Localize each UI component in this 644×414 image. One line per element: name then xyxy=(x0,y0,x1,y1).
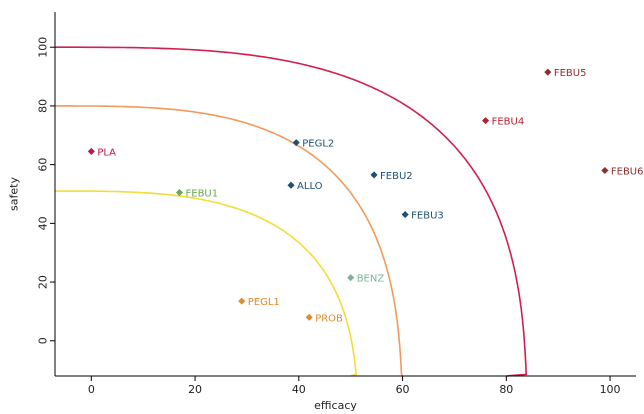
x-tick-label: 40 xyxy=(292,383,306,396)
contour-line xyxy=(55,105,404,377)
data-point-label: PEGL2 xyxy=(302,139,334,150)
data-point xyxy=(347,274,355,282)
data-point-label: ALLO xyxy=(297,181,323,192)
data-point xyxy=(238,297,246,305)
axis-ticks: 0 20 40 60 80 100 0 20 40 60 80 100 xyxy=(37,37,621,396)
axes xyxy=(54,12,636,377)
x-tick-label: 100 xyxy=(600,383,621,396)
data-point-label: PROB xyxy=(315,313,343,324)
x-tick-label: 20 xyxy=(188,383,202,396)
data-point-label: FEBU4 xyxy=(492,117,525,128)
data-point-label: FEBU1 xyxy=(186,189,219,200)
data-point-label: FEBU3 xyxy=(411,211,444,222)
contour-lines xyxy=(55,46,528,377)
y-axis-title: safety xyxy=(8,177,21,211)
data-point xyxy=(544,68,552,76)
data-point-label: PLA xyxy=(97,147,116,158)
data-point xyxy=(401,211,409,219)
data-point xyxy=(292,139,300,147)
contour-line xyxy=(55,190,357,377)
y-tick-label: 0 xyxy=(37,337,50,344)
data-point xyxy=(482,117,490,125)
data-point xyxy=(87,147,95,155)
data-point xyxy=(175,188,184,197)
data-point xyxy=(370,171,378,179)
x-tick-label: 60 xyxy=(396,383,410,396)
x-axis-title: efficacy xyxy=(314,399,357,412)
data-point xyxy=(601,166,609,175)
y-tick-label: 60 xyxy=(37,158,50,172)
y-tick-label: 100 xyxy=(37,37,50,58)
y-tick-label: 80 xyxy=(37,99,50,113)
data-point-label: FEBU5 xyxy=(554,68,587,79)
data-point-label: FEBU2 xyxy=(380,171,413,182)
data-point-label: PEGL1 xyxy=(248,297,280,308)
x-tick-label: 0 xyxy=(88,383,95,396)
data-point xyxy=(287,181,295,189)
contour-line xyxy=(55,46,528,377)
x-tick-label: 80 xyxy=(499,383,513,396)
y-tick-label: 20 xyxy=(37,275,50,289)
data-point-label: BENZ xyxy=(357,274,385,285)
data-point-label: FEBU6 xyxy=(611,167,644,178)
data-points: PLA FEBU1 PEGL2 ALLO FEBU2 FEBU3 FEBU4 FEBU5 FEB… xyxy=(87,68,644,324)
y-tick-label: 40 xyxy=(37,216,50,230)
data-point xyxy=(305,313,313,321)
